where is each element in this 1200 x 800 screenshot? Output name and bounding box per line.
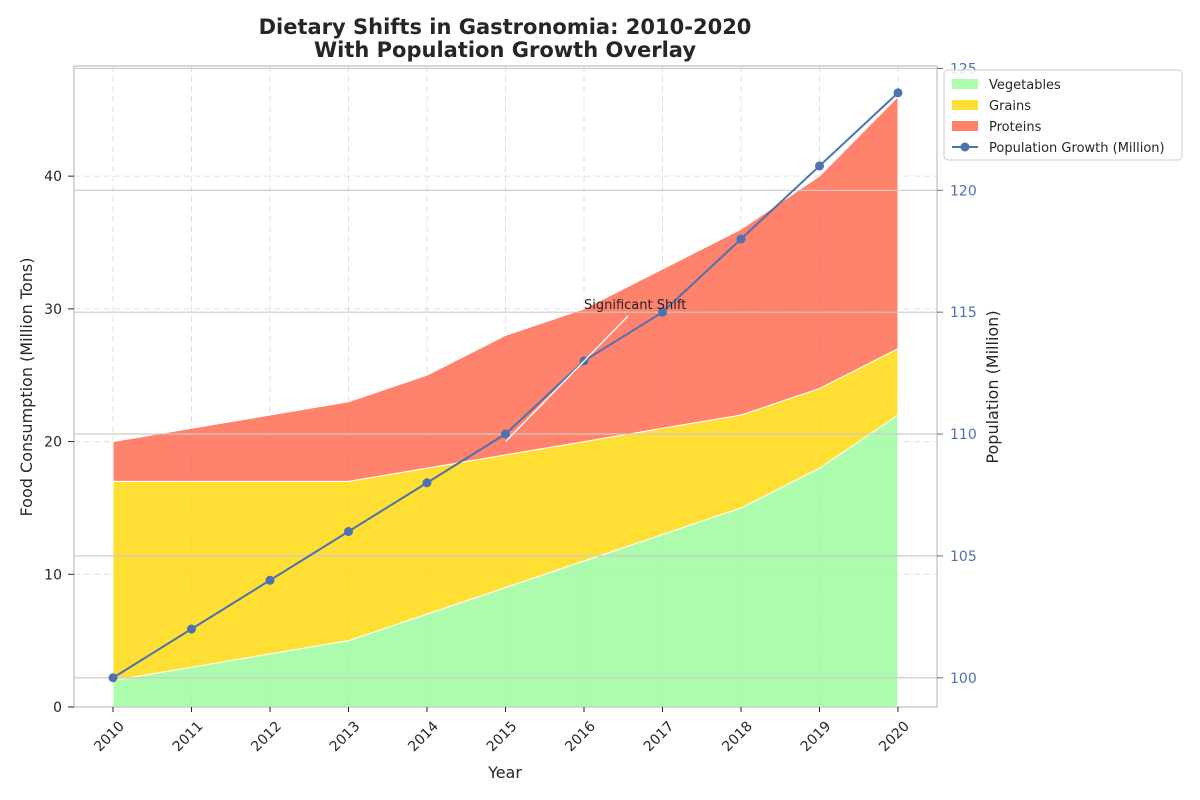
population-point-2019 [815, 161, 824, 170]
legend-label-proteins: Proteins [989, 120, 1042, 135]
x-tick-label: 2018 [719, 719, 756, 756]
y-tick-label: 30 [44, 302, 62, 318]
x-tick-label: 2011 [170, 719, 207, 756]
legend-swatch-population-marker [961, 143, 970, 152]
legend: Vegetables Grains Proteins Population Growt… [944, 70, 1182, 160]
population-point-2020 [894, 88, 903, 97]
x-tick-label: 2013 [327, 719, 364, 756]
population-point-2014 [423, 478, 432, 487]
x-tick-label: 2019 [798, 719, 835, 756]
x-tick-label: 2015 [484, 719, 521, 756]
population-point-2011 [187, 625, 196, 634]
y2-tick-label: 105 [950, 549, 977, 565]
x-tick-label: 2010 [91, 719, 128, 756]
y2-tick-label: 110 [950, 427, 977, 443]
y-axis-ticks: 0 10 20 30 40 [44, 169, 74, 716]
legend-swatch-proteins [952, 121, 978, 131]
x-tick-label: 2014 [405, 718, 442, 755]
y2-tick-label: 100 [950, 671, 977, 687]
legend-label-grains: Grains [989, 99, 1031, 114]
x-tick-label: 2017 [641, 719, 678, 756]
y2-tick-label: 115 [950, 305, 977, 321]
y-tick-label: 20 [44, 435, 62, 451]
chart-title-line-2: With Population Growth Overlay [314, 38, 696, 62]
population-point-2015 [501, 430, 510, 439]
legend-label-population: Population Growth (Million) [989, 141, 1165, 156]
population-point-2012 [266, 576, 275, 585]
x-axis-label: Year [487, 763, 522, 782]
y-axis-label: Food Consumption (Million Tons) [17, 258, 36, 517]
population-point-2013 [344, 527, 353, 536]
x-tick-label: 2020 [876, 719, 913, 756]
x-tick-label: 2016 [562, 718, 599, 755]
y2-axis-label: Population (Million) [983, 310, 1002, 463]
legend-swatch-vegetables [952, 79, 978, 89]
population-point-2018 [737, 235, 746, 244]
y-tick-label: 40 [44, 169, 62, 185]
chart-title-line-1: Dietary Shifts in Gastronomia: 2010-2020 [259, 15, 752, 39]
y-tick-label: 10 [44, 567, 62, 583]
y2-tick-label: 120 [950, 183, 977, 199]
population-point-2010 [109, 673, 118, 682]
legend-label-vegetables: Vegetables [989, 78, 1061, 93]
y-tick-label: 0 [53, 700, 62, 716]
legend-swatch-grains [952, 100, 978, 110]
x-axis-ticks: 2010 2011 2012 2013 2014 2015 2016 2017 2018 2019… [91, 707, 913, 755]
annotation-text: Significant Shift [584, 298, 686, 313]
x-tick-label: 2012 [248, 719, 285, 756]
